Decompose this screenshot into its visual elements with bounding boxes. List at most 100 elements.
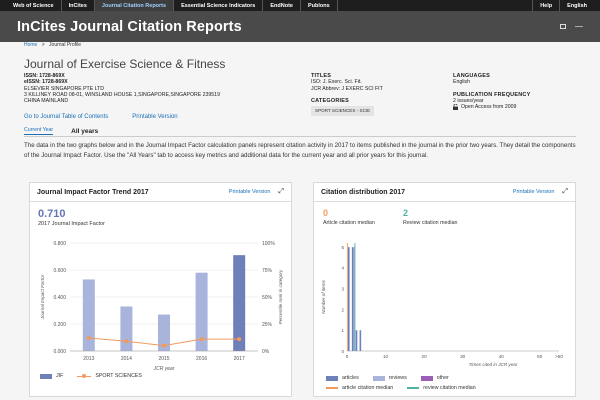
printable-version-link[interactable]: Printable Version — [132, 114, 178, 120]
breadcrumb-separator: > — [41, 42, 45, 48]
y-axis-label: Number of items — [321, 279, 326, 313]
categories-label: CATEGORIES — [311, 97, 349, 104]
article-median-label: Article citation median — [323, 220, 375, 226]
articles-bar — [351, 247, 354, 351]
articles-bar — [348, 247, 350, 351]
jif-legend-label: JIF — [56, 373, 64, 379]
publication-frequency-label: PUBLICATION FREQUENCY — [453, 91, 531, 98]
issn: ISSN: 1728-869X — [24, 73, 65, 79]
jcr-abbrev: JCR Abbrev: J EXERC SCI FIT — [311, 85, 383, 92]
y2-axis-label: Percentile rank in category — [278, 269, 283, 324]
sport-sciences-point — [199, 337, 204, 342]
toc-link[interactable]: Go to Journal Table of Contents — [24, 114, 109, 120]
titles-section: TITLES ISO: J. Exerc. Sci. Fit. JCR Abbr… — [311, 73, 383, 117]
jif-trend-chart: 0.000 0.200 0.400 0.600 0.800 0% 25% 50% 75% 100%… — [40, 241, 283, 372]
app-header: InCites Journal Citation Reports — [0, 11, 600, 42]
nav-language[interactable]: English — [559, 0, 594, 11]
nav-essential-science-indicators[interactable]: Essential Science Indicators — [174, 0, 264, 11]
breadcrumb-home[interactable]: Home — [24, 42, 38, 48]
y-tick-label: 0 — [341, 349, 344, 354]
y2-tick-label: 0% — [262, 349, 270, 355]
nav-journal-citation-reports[interactable]: Journal Citation Reports — [94, 0, 175, 11]
nav-web-of-science[interactable]: Web of Science — [6, 0, 62, 11]
jif-bar — [158, 314, 170, 351]
x-tick-label: 2017 — [234, 356, 245, 362]
journal-title: Journal of Exercise Science & Fitness — [24, 57, 226, 71]
jif-legend: JIF SPORT SCIENCES — [40, 373, 142, 379]
breadcrumb: Home > Journal Profile — [24, 42, 81, 48]
sport-legend-swatch — [77, 373, 92, 379]
sport-sciences-point — [237, 337, 242, 342]
sport-sciences-point — [162, 343, 166, 348]
x-tick-label: 50 — [537, 354, 543, 359]
x-tick-label: >50 — [555, 354, 563, 359]
languages-section: LANGUAGES English PUBLICATION FREQUENCY … — [453, 73, 531, 111]
other-legend-label: other — [436, 375, 449, 381]
review-median-legend-label: review citation median — [423, 385, 476, 391]
citation-legend-row1: articles reviews other — [326, 375, 449, 381]
publisher-address: 3 KILLINEY ROAD 08-01, WINSLAND HOUSE 1,… — [24, 91, 220, 98]
review-median-label: Review citation median — [403, 220, 458, 226]
nav-help[interactable]: Help — [532, 0, 559, 11]
citation-legend-row2: article citation median review citation … — [326, 385, 476, 391]
articles-legend-swatch — [326, 375, 338, 381]
languages-label: LANGUAGES — [453, 73, 490, 79]
language-value: English — [453, 79, 471, 86]
citation-printable-link[interactable]: Printable Version — [512, 189, 555, 195]
reviews-bar — [353, 247, 356, 351]
x-tick-label: 0 — [346, 354, 349, 359]
tab-current-year[interactable]: Current Year — [24, 127, 54, 135]
category-badge[interactable]: SPORT SCIENCES - SCIE — [311, 106, 375, 117]
x-tick-label: 20 — [422, 354, 428, 359]
y2-tick-label: 50% — [262, 295, 273, 301]
articles-bar — [359, 330, 362, 351]
tab-all-years[interactable]: All years — [71, 128, 99, 135]
jif-value: 0.710 — [38, 208, 66, 220]
publication-frequency: 2 issues/year — [453, 97, 484, 104]
titles-label: TITLES — [311, 73, 332, 79]
publisher: ELSEVIER SINGAPORE PTE LTD — [24, 85, 105, 92]
y-tick-label: 3 — [341, 286, 344, 291]
jif-printable-link[interactable]: Printable Version — [228, 189, 271, 195]
x-tick-label: 2013 — [83, 356, 94, 362]
jif-bar — [82, 279, 95, 351]
app-title: InCites Journal Citation Reports — [17, 18, 242, 35]
jif-bar — [195, 272, 208, 351]
jif-bar — [233, 255, 246, 351]
nav-endnote[interactable]: EndNote — [263, 0, 301, 11]
eissn: eISSN: 1728-869X — [24, 79, 68, 86]
menu-icon[interactable] — [575, 26, 583, 27]
window-icon[interactable] — [560, 24, 566, 29]
breadcrumb-current: Journal Profile — [49, 42, 82, 48]
y-tick-label: 0.200 — [53, 322, 66, 328]
reviews-legend-swatch — [372, 375, 385, 381]
y-tick-label: 0.400 — [53, 295, 66, 301]
article-median-value: 0 — [323, 208, 329, 218]
citation-distribution-panel: Citation distribution 2017 Printable Ver… — [313, 182, 576, 397]
articles-bar — [355, 330, 358, 351]
y-tick-label: 5 — [341, 245, 344, 250]
journal-info: ISSN: 1728-869X eISSN: 1728-869X ELSEVIE… — [24, 73, 220, 104]
x-tick-label: 2014 — [121, 356, 132, 362]
nav-incites[interactable]: InCites — [62, 0, 95, 11]
x-tick-label: 2015 — [158, 356, 169, 362]
iso-abbrev: ISO: J. Exerc. Sci. Fit. — [311, 79, 362, 86]
reviews-legend-label: reviews — [388, 375, 407, 381]
sport-sciences-point — [86, 336, 91, 341]
y-tick-label: 1 — [341, 328, 344, 333]
x-axis-label: JCR year — [153, 366, 175, 372]
sport-sciences-point — [124, 339, 129, 344]
y2-tick-label: 75% — [262, 268, 273, 274]
y2-tick-label: 100% — [262, 241, 275, 247]
jif-panel-title: Journal Impact Factor Trend 2017 — [37, 188, 149, 196]
sport-legend-label: SPORT SCIENCES — [95, 373, 142, 379]
expand-icon[interactable]: ⤢ — [562, 188, 568, 195]
country: CHINA MAINLAND — [24, 98, 69, 105]
nav-publons[interactable]: Publons — [301, 0, 338, 11]
y-tick-label: 0.000 — [53, 349, 66, 355]
y-tick-label: 0.800 — [53, 241, 66, 247]
expand-icon[interactable]: ⤢ — [278, 188, 284, 195]
jif-trend-panel: Journal Impact Factor Trend 2017 Printab… — [29, 182, 292, 397]
description-text: The data in the two graphs below and in … — [24, 142, 576, 159]
year-tabs: Current Year All years — [24, 127, 98, 135]
